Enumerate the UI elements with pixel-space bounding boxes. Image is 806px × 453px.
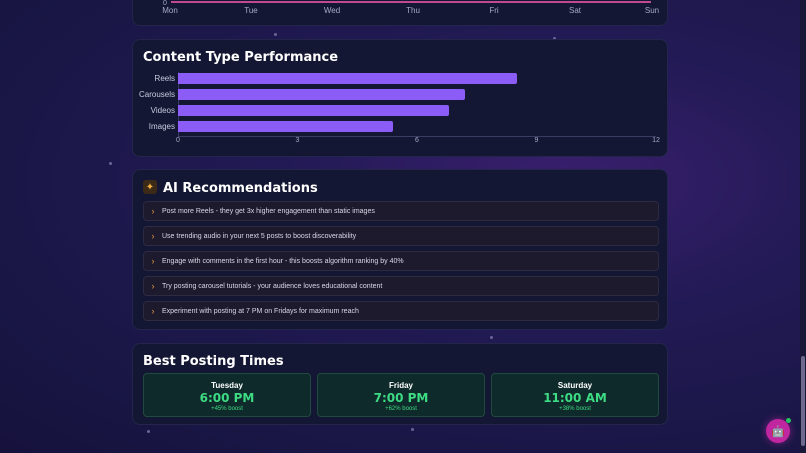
- chatbot-button[interactable]: 🤖: [766, 419, 790, 443]
- recommendation-text: Engage with comments in the first hour -…: [162, 257, 404, 265]
- background-dot: [490, 336, 493, 339]
- weekly-chart-card: 0 Mon Tue Wed Thu Fri Sat Sun: [132, 0, 668, 26]
- posting-slot-saturday: Saturday 11:00 AM +38% boost: [491, 373, 659, 417]
- weekly-series-line: [171, 1, 651, 3]
- online-status-dot: [786, 418, 791, 423]
- day-label-wed: Wed: [323, 6, 341, 15]
- sparkle-icon: ✦: [143, 180, 157, 194]
- day-label-tue: Tue: [244, 6, 258, 15]
- day-label-sat: Sat: [568, 6, 582, 15]
- bar-carousels[interactable]: [178, 89, 465, 100]
- recommendation-text: Post more Reels - they get 3x higher eng…: [162, 207, 375, 215]
- best-posting-times-title: Best Posting Times: [143, 354, 284, 369]
- scrollbar-track[interactable]: [800, 0, 806, 453]
- slot-day: Tuesday: [211, 381, 243, 390]
- x-tick-label: 12: [652, 137, 660, 144]
- day-label-fri: Fri: [489, 6, 499, 15]
- recommendation-text: Try posting carousel tutorials - your au…: [162, 282, 383, 290]
- slot-time: 7:00 PM: [373, 391, 429, 405]
- recommendation-item[interactable]: › Engage with comments in the first hour…: [143, 251, 659, 271]
- background-dot: [147, 430, 150, 433]
- robot-icon: 🤖: [771, 425, 785, 438]
- day-label-sun: Sun: [644, 6, 660, 15]
- background-dot: [411, 428, 414, 431]
- bar-label-images: Images: [148, 122, 175, 131]
- chevron-right-icon: ›: [151, 231, 155, 241]
- performance-y-axis: [178, 72, 179, 136]
- background-dot: [109, 162, 112, 165]
- slot-day: Saturday: [557, 381, 593, 390]
- ai-recommendations-card: ✦ AI Recommendations › Post more Reels -…: [132, 169, 668, 330]
- bar-label-videos: Videos: [150, 106, 175, 115]
- background-dot: [274, 33, 277, 36]
- x-tick-label: 9: [534, 137, 539, 144]
- day-label-mon: Mon: [162, 6, 178, 15]
- slot-boost: +45% boost: [211, 406, 243, 412]
- recommendation-text: Experiment with posting at 7 PM on Frida…: [162, 307, 359, 315]
- x-tick-label: 6: [415, 137, 419, 144]
- recommendation-item[interactable]: › Experiment with posting at 7 PM on Fri…: [143, 301, 659, 321]
- chevron-right-icon: ›: [151, 256, 155, 266]
- bar-images[interactable]: [178, 121, 394, 132]
- x-tick-label: 3: [295, 137, 300, 144]
- slot-boost: +38% boost: [559, 406, 591, 412]
- recommendation-item[interactable]: › Use trending audio in your next 5 post…: [143, 226, 659, 246]
- slot-boost: +62% boost: [385, 406, 417, 412]
- performance-x-axis: [178, 136, 656, 137]
- bar-videos[interactable]: [178, 105, 449, 116]
- best-posting-times-card: Best Posting Times Tuesday 6:00 PM +45% …: [132, 343, 668, 425]
- weekly-axis-zero: 0: [163, 0, 167, 7]
- chevron-right-icon: ›: [151, 281, 155, 291]
- recommendation-item[interactable]: › Post more Reels - they get 3x higher e…: [143, 201, 659, 221]
- background-dot: [553, 37, 556, 40]
- posting-slot-tuesday: Tuesday 6:00 PM +45% boost: [143, 373, 311, 417]
- x-tick-label: 0: [176, 137, 180, 144]
- day-label-thu: Thu: [406, 6, 420, 15]
- bar-label-carousels: Carousels: [138, 90, 175, 99]
- scrollbar-thumb[interactable]: [801, 356, 805, 446]
- recommendation-text: Use trending audio in your next 5 posts …: [162, 232, 357, 240]
- posting-slot-friday: Friday 7:00 PM +62% boost: [317, 373, 485, 417]
- performance-title: Content Type Performance: [143, 50, 339, 65]
- recommendation-item[interactable]: › Try posting carousel tutorials - your …: [143, 276, 659, 296]
- chevron-right-icon: ›: [151, 206, 155, 216]
- bar-label-reels: Reels: [154, 74, 175, 83]
- bar-reels[interactable]: [178, 73, 517, 84]
- slot-time: 6:00 PM: [199, 391, 255, 405]
- slot-day: Friday: [388, 381, 413, 390]
- ai-recommendations-title: AI Recommendations: [163, 181, 318, 196]
- content-performance-card: Content Type Performance Reels Carousels V…: [132, 39, 668, 157]
- chevron-right-icon: ›: [151, 306, 155, 316]
- slot-time: 11:00 AM: [543, 391, 607, 405]
